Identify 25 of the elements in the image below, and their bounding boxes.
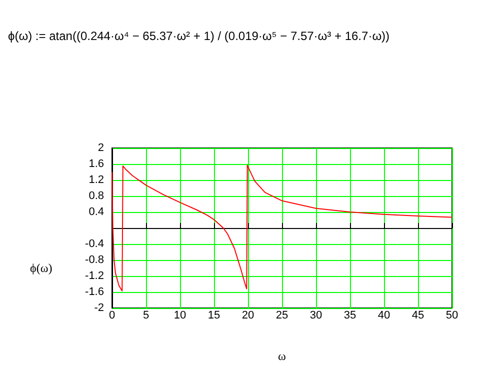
- line-series: [112, 164, 452, 292]
- x-tick-label: 10: [174, 310, 186, 322]
- text: ϕ(ω) := atan((0.244·ω⁴ − 65.37·ω² + 1) / (0.019·ω⁵ − 7.57·ω³ + 16.7·ω)): [8, 29, 390, 43]
- x-tick-label: 40: [378, 310, 390, 322]
- x-axis-title: ω: [278, 349, 286, 363]
- x-tick-label: 5: [142, 310, 150, 322]
- y-tick-label: -2: [94, 302, 104, 314]
- x-tick-label: 20: [242, 310, 254, 322]
- y-axis-title: ϕ(ω): [30, 261, 52, 275]
- y-tick-label: -1.6: [85, 286, 104, 298]
- x-tick-label: 30: [310, 310, 322, 322]
- x-tick-label: 35: [344, 310, 356, 322]
- x-tick-label: 45: [412, 310, 424, 322]
- y-tick-label: 2: [98, 142, 104, 154]
- x-tick-label: 25: [276, 310, 288, 322]
- y-tick-label: -1.2: [85, 270, 104, 282]
- y-tick-label: 0.4: [88, 206, 104, 218]
- y-tick-label: 1.2: [88, 174, 104, 186]
- y-tick-label: 0.8: [88, 190, 104, 202]
- y-tick-label: -0.4: [85, 238, 104, 250]
- y-tick-label: -0.8: [85, 254, 104, 266]
- x-tick-label: 15: [208, 310, 220, 322]
- y-tick-label: 1.6: [88, 158, 104, 170]
- x-tick-label: 0: [108, 310, 116, 322]
- x-tick-label: 50: [446, 310, 458, 322]
